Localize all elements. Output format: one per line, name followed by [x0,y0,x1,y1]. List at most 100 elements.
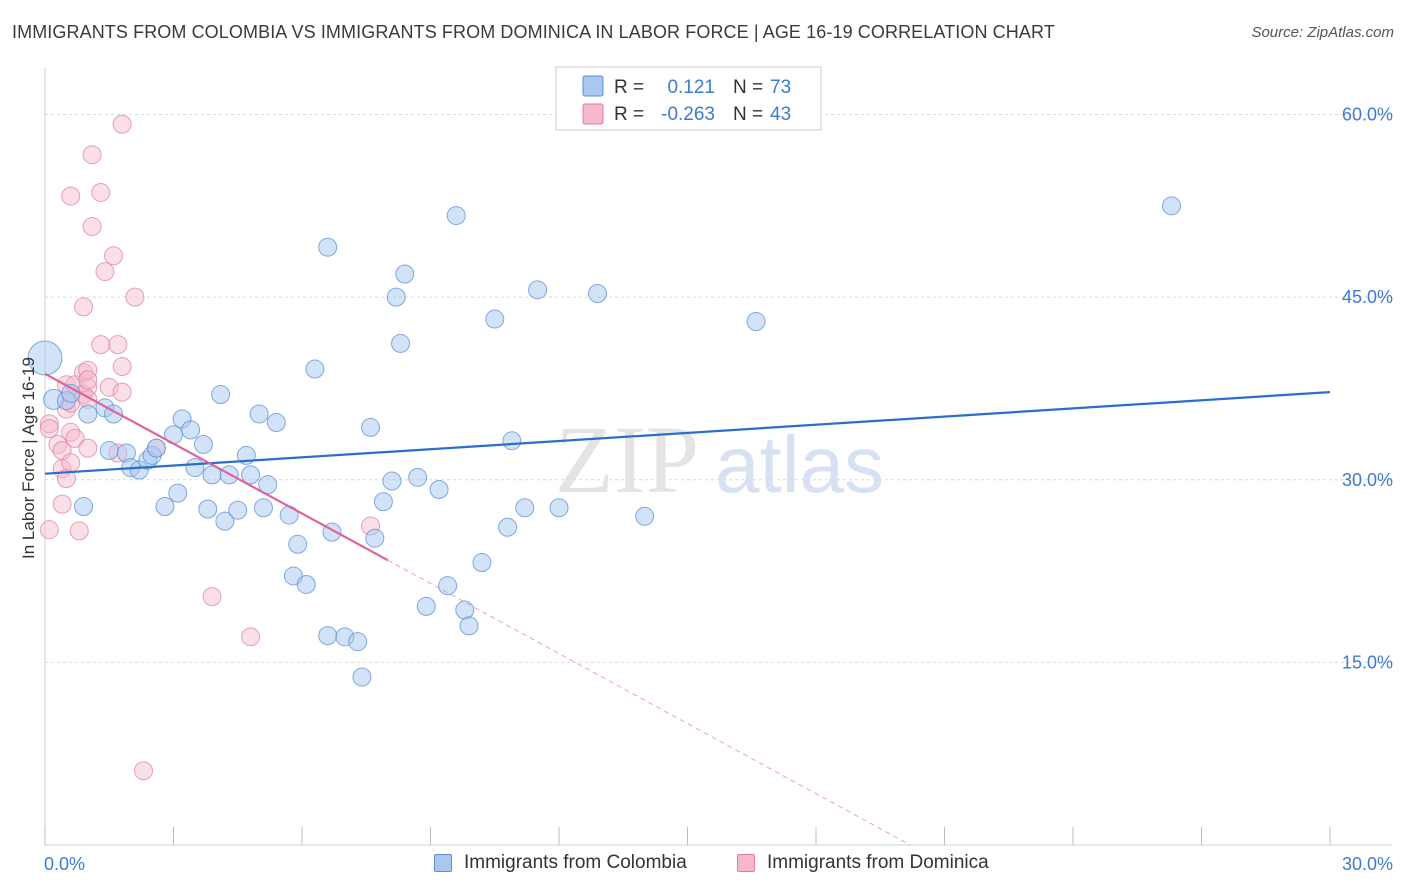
point-colombia [78,404,98,424]
watermark-zip: ZIP [555,406,699,513]
point-colombia [211,385,231,405]
legend-item-dominica: Immigrants from Dominica [737,852,989,874]
point-colombia [1162,196,1182,216]
legend-label-dominica: Immigrants from Dominica [767,852,989,873]
trend-line-colombia [44,391,1331,475]
point-colombia [258,475,278,495]
point-colombia [459,616,479,636]
point-dominica [65,428,85,448]
point-dominica [78,370,98,390]
stats-swatch-colombia [582,75,604,97]
chart-title: IMMIGRANTS FROM COLOMBIA VS IMMIGRANTS F… [12,22,1055,42]
x-tick-label: 30.0% [1342,854,1393,874]
point-colombia [193,434,213,454]
axes [44,68,1392,846]
point-dominica [39,520,59,540]
point-dominica [202,587,222,607]
point-colombia [391,333,411,353]
point-dominica [95,262,115,282]
point-dominica [82,217,102,237]
point-dominica [108,335,128,355]
stats-r-label-colombia: R = [614,77,644,98]
point-colombia [438,576,458,596]
point-colombia [249,404,269,424]
point-dominica [99,377,119,397]
point-dominica [112,382,132,402]
point-dominica [104,246,124,266]
point-dominica [78,438,98,458]
stats-box: R = 0.121 N = 73 R = -0.263 N = 43 [555,66,822,131]
point-colombia [472,553,492,573]
point-colombia [395,264,415,284]
point-dominica [112,114,132,134]
point-colombia [74,497,94,517]
chart-source: Source: ZipAtlas.com [1251,24,1394,41]
stats-swatch-dominica [582,103,604,125]
point-colombia [155,497,175,517]
point-colombia [318,626,338,646]
point-colombia [241,465,261,485]
trend-lines [44,372,1331,846]
point-colombia [365,528,385,548]
trend-line-dominica-extension [387,559,911,846]
point-colombia [215,511,235,531]
legend-label-colombia: Immigrants from Colombia [464,852,687,873]
point-colombia [352,667,372,687]
point-colombia [288,534,308,554]
point-colombia [408,467,428,487]
point-colombia [746,311,766,331]
point-colombia [446,206,466,226]
point-dominica [61,186,81,206]
point-colombia [253,498,273,518]
point-colombia [416,596,436,616]
point-dominica [61,453,81,473]
point-colombia [515,498,535,518]
point-colombia [185,458,205,478]
y-tick-label: 15.0% [1342,652,1393,672]
point-dominica [56,469,76,489]
legend-swatch-dominica [737,854,755,872]
legend-swatch-colombia [434,854,452,872]
y-tick-label: 45.0% [1342,287,1393,307]
point-dominica [91,182,111,202]
point-dominica [52,494,72,514]
point-colombia [305,359,325,379]
point-dominica [112,357,132,377]
point-colombia [181,420,201,440]
point-colombia [382,471,402,491]
point-colombia [99,441,119,461]
watermark-atlas: atlas [715,420,884,509]
point-colombia [455,600,475,620]
point-colombia [296,574,316,594]
stats-n-label-dominica: N = [733,104,763,125]
x-tick-label: 0.0% [44,854,85,874]
point-colombia [168,483,188,503]
stats-n-value-colombia: 73 [770,77,791,98]
point-dominica [39,419,59,439]
point-colombia [146,438,166,458]
watermark: ZIP atlas [555,406,884,513]
stats-n-value-dominica: 43 [770,104,791,125]
point-colombia [198,499,218,519]
point-dominica [82,145,102,165]
y-tick-label: 30.0% [1342,470,1393,490]
point-colombia [361,417,381,437]
y-axis-label: In Labor Force | Age 16-19 [19,357,38,559]
stats-r-value-dominica: -0.263 [661,104,715,125]
x-tick-labels: 0.0% 30.0% [44,854,1393,874]
point-dominica [241,627,261,647]
point-colombia [318,237,338,257]
stats-r-label-dominica: R = [614,104,644,125]
point-dominica [78,360,98,380]
gridlines [45,114,1392,663]
point-dominica [91,335,111,355]
legend-item-colombia: Immigrants from Colombia [434,852,687,874]
point-colombia [266,413,286,433]
trend-line-dominica [44,372,389,562]
y-tick-label: 60.0% [1342,105,1393,125]
point-colombia [429,480,449,500]
point-colombia [485,309,505,329]
point-dominica [125,287,145,307]
point-colombia [635,506,655,526]
